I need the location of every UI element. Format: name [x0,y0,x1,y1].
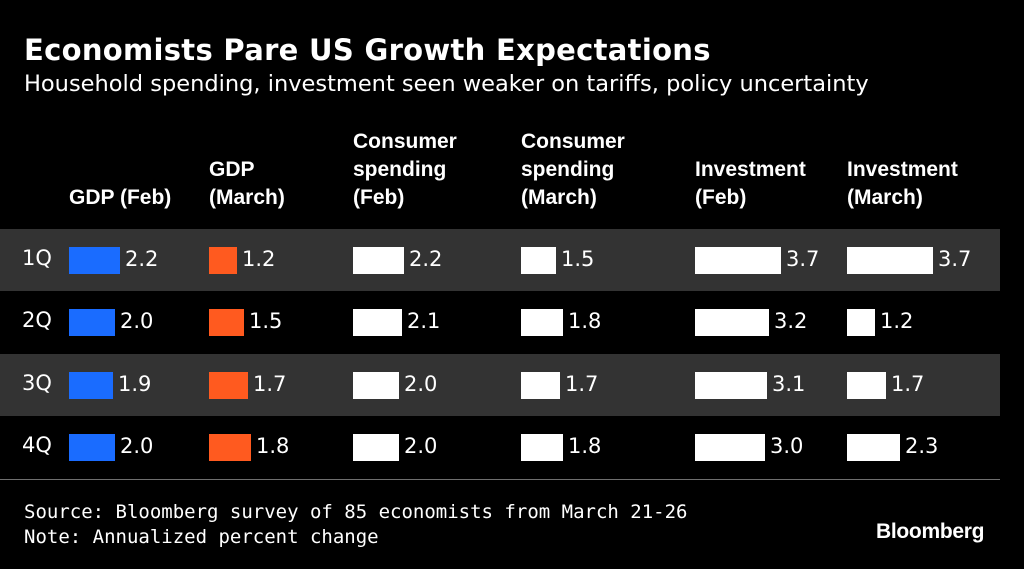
column-header: GDP (March) [209,158,285,209]
page-subtitle: Household spending, investment seen weak… [24,71,869,97]
value-label: 3.7 [938,247,972,271]
value-label: 2.3 [905,434,939,458]
value-label: 1.8 [568,309,602,333]
bar [69,372,113,399]
value-label: 2.0 [404,434,438,458]
bar [521,309,563,336]
row-label: 1Q [22,246,52,270]
value-label: 2.0 [120,309,154,333]
bar [69,309,115,336]
bar [695,309,769,336]
value-label: 1.8 [568,434,602,458]
bar [209,372,248,399]
value-label: 1.7 [565,372,599,396]
footer-divider [0,479,1000,480]
column-header: Investment (Feb) [695,158,806,209]
value-label: 2.2 [125,247,159,271]
bar [695,372,767,399]
bloomberg-logo: Bloomberg [876,520,985,543]
value-label: 2.0 [120,434,154,458]
bar [847,309,875,336]
bar [353,372,399,399]
annotation-note: Note: Annualized percent change [24,526,379,548]
bar [521,247,556,274]
bar [847,434,900,461]
value-label: 3.7 [786,247,820,271]
source-note: Source: Bloomberg survey of 85 economist… [24,501,688,523]
bar [209,434,251,461]
row-label: 4Q [22,433,52,457]
bar [69,434,115,461]
value-label: 1.2 [880,309,914,333]
bar [353,309,402,336]
value-label: 3.2 [774,309,808,333]
value-label: 1.5 [249,309,283,333]
value-label: 1.8 [256,434,290,458]
value-label: 1.5 [561,247,595,271]
value-label: 3.1 [772,372,806,396]
value-label: 1.9 [118,372,152,396]
bar [847,247,933,274]
bar [521,434,563,461]
bar [695,434,765,461]
bar [209,309,244,336]
value-label: 3.0 [770,434,804,458]
table-row [0,354,1000,416]
bar [847,372,886,399]
table-row [0,229,1000,291]
column-header: Consumer spending (Feb) [353,130,457,209]
bar [353,247,404,274]
column-header: GDP (Feb) [69,186,172,209]
bar [695,247,781,274]
value-label: 2.2 [409,247,443,271]
value-label: 2.1 [407,309,441,333]
bar [69,247,120,274]
bar [209,247,237,274]
page-title: Economists Pare US Growth Expectations [24,33,711,67]
value-label: 1.7 [253,372,287,396]
bar [353,434,399,461]
value-label: 1.7 [891,372,925,396]
bar [521,372,560,399]
column-header: Investment (March) [847,158,958,209]
row-label: 3Q [22,371,52,395]
column-header: Consumer spending (March) [521,130,625,209]
value-label: 2.0 [404,372,438,396]
row-label: 2Q [22,308,52,332]
value-label: 1.2 [242,247,276,271]
